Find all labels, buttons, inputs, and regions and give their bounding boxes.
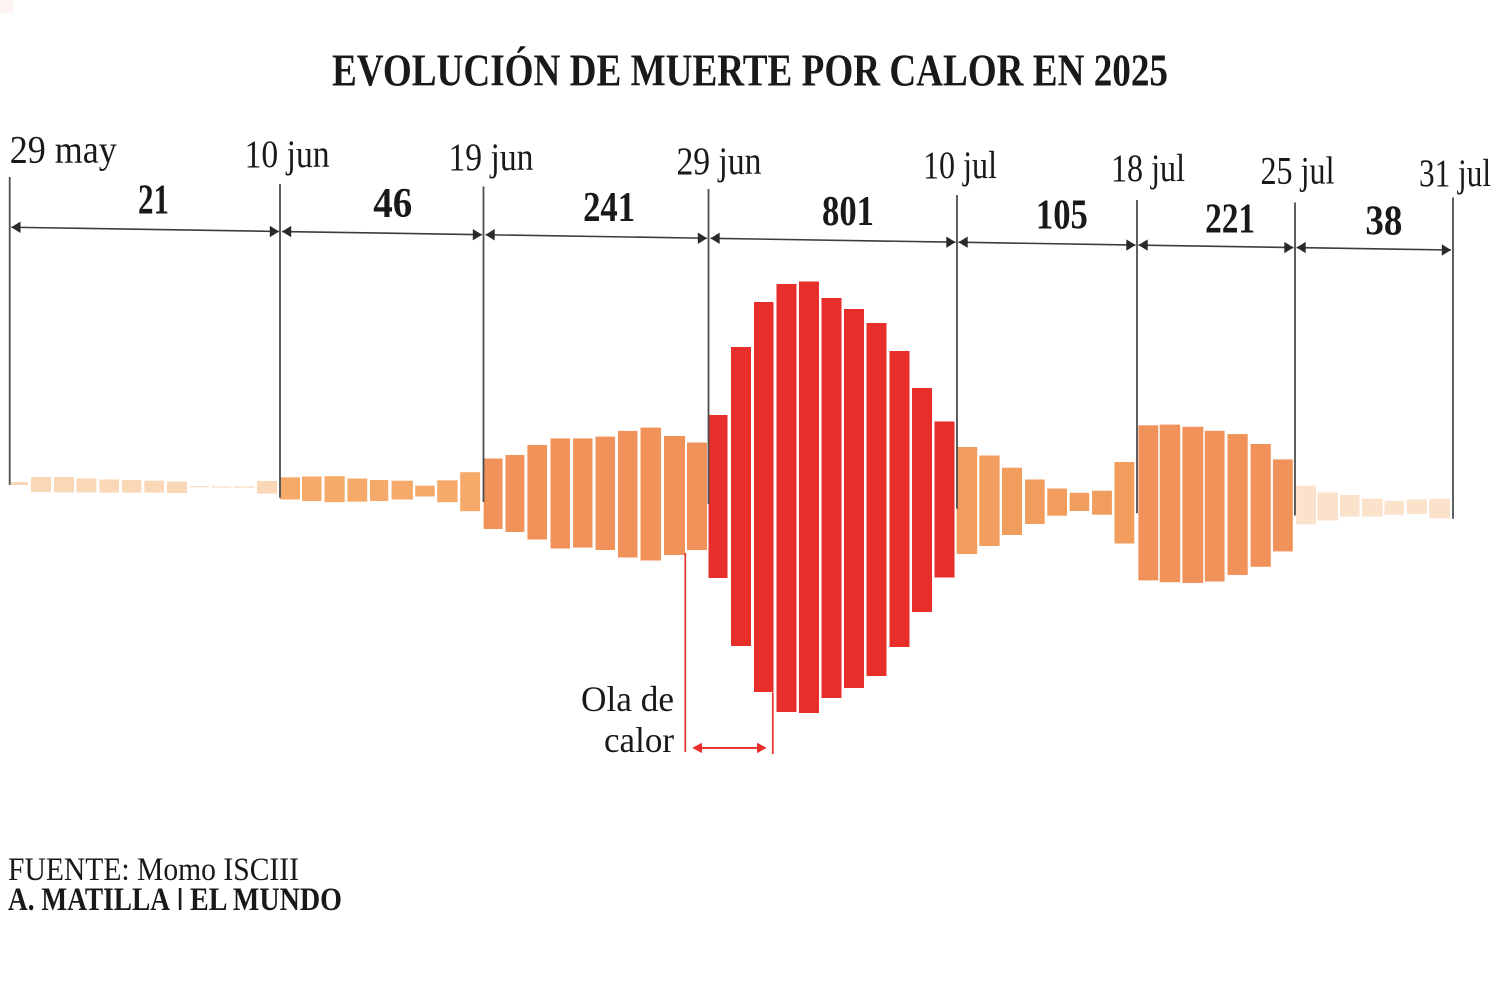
svg-text:EL MUNDO: EL MUNDO	[190, 882, 342, 918]
svg-text:221: 221	[1205, 197, 1255, 243]
svg-text:FUENTE: Momo ISCIII: FUENTE: Momo ISCIII	[8, 852, 299, 888]
svg-text:A. MATILLA: A. MATILLA	[8, 882, 170, 918]
svg-text:38: 38	[1365, 198, 1402, 244]
svg-text:46: 46	[373, 181, 412, 227]
svg-text:105: 105	[1036, 193, 1088, 239]
svg-text:10 jun: 10 jun	[245, 133, 330, 176]
svg-text:19 jun: 19 jun	[449, 136, 534, 179]
svg-text:801: 801	[822, 189, 874, 235]
svg-text:18 jul: 18 jul	[1111, 147, 1185, 190]
svg-text:calor: calor	[604, 720, 674, 760]
svg-text:25 jul: 25 jul	[1261, 149, 1335, 192]
svg-text:31 jul: 31 jul	[1419, 152, 1491, 195]
svg-text:21: 21	[138, 177, 169, 223]
svg-text:29 may: 29 may	[10, 128, 117, 171]
svg-text:241: 241	[583, 185, 635, 231]
svg-text:EVOLUCIÓN DE MUERTE POR CALOR: EVOLUCIÓN DE MUERTE POR CALOR EN 2025	[332, 45, 1168, 95]
svg-text:29 jun: 29 jun	[677, 140, 762, 183]
svg-text:10 jul: 10 jul	[923, 144, 997, 187]
svg-text:Ola de: Ola de	[581, 679, 674, 719]
